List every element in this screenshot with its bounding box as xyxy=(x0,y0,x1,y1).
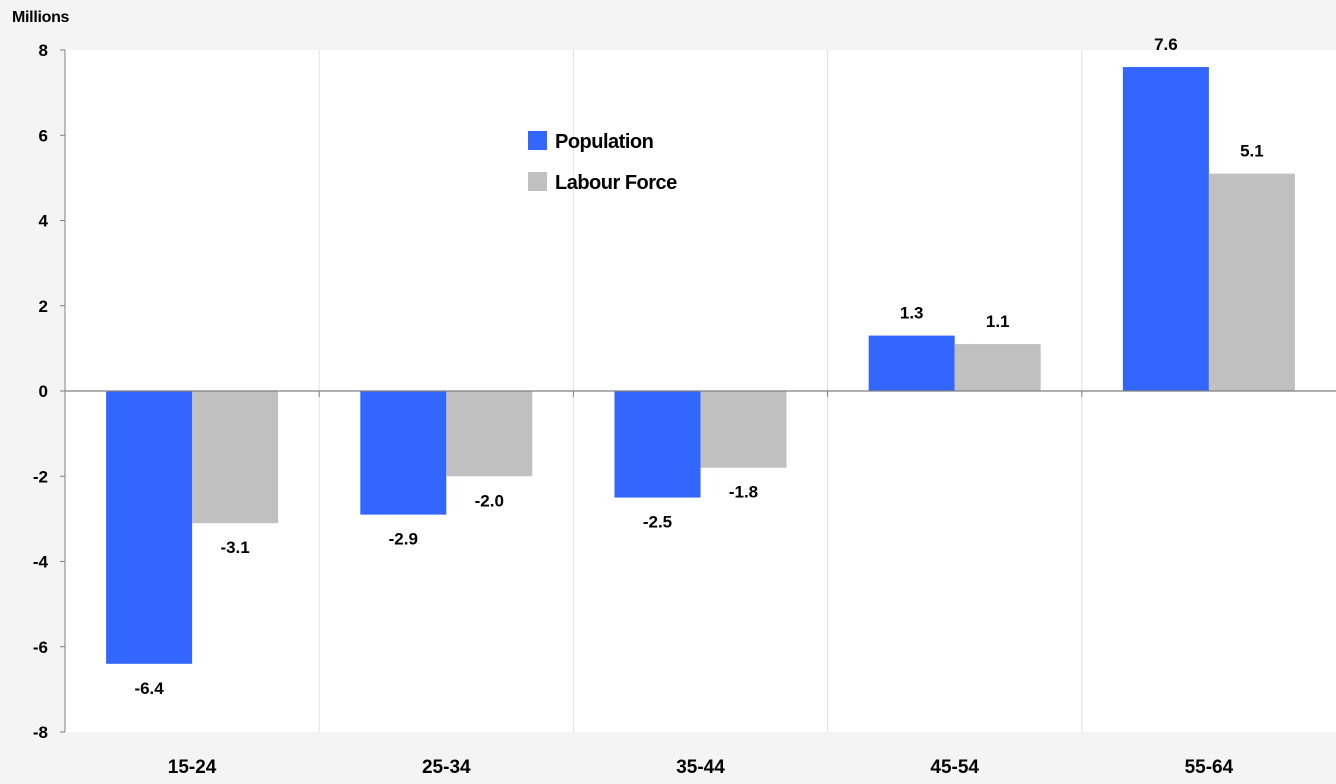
data-label: 1.1 xyxy=(986,312,1010,331)
legend-swatch xyxy=(528,131,547,150)
unit-label: Millions xyxy=(12,9,70,26)
data-label: 5.1 xyxy=(1240,142,1264,161)
y-tick-label: 4 xyxy=(39,212,49,231)
bar xyxy=(614,391,701,498)
bars xyxy=(106,67,1295,664)
data-label: -3.1 xyxy=(220,538,249,557)
data-label: -1.8 xyxy=(729,483,758,502)
y-tick-label: -4 xyxy=(33,553,49,572)
x-category-label: 25-34 xyxy=(422,757,471,778)
bar xyxy=(106,391,193,664)
data-label: 7.6 xyxy=(1154,35,1178,54)
x-category-label: 35-44 xyxy=(676,757,725,778)
bar xyxy=(446,391,533,477)
y-tick-labels: 8 6 4 2 0 -2 -4 -6 -8 xyxy=(33,41,49,742)
x-category-labels: 15-24 25-34 35-44 45-54 55-64 xyxy=(168,757,1234,778)
bar xyxy=(954,344,1041,391)
data-label: -2.5 xyxy=(643,513,672,532)
data-label: 1.3 xyxy=(900,304,924,323)
y-tick-label: 8 xyxy=(39,41,48,60)
y-tick-label: -2 xyxy=(33,467,48,486)
data-label: -2.0 xyxy=(475,491,504,510)
data-labels: -6.4 -3.1 -2.9 -2.0 -2.5 -1.8 1.3 1.1 7.6 5.1 xyxy=(134,35,1263,698)
legend: Population Labour Force xyxy=(528,131,678,194)
bar xyxy=(1122,67,1209,392)
y-tick-label: -8 xyxy=(33,723,48,742)
bar xyxy=(360,391,447,515)
legend-label: Population xyxy=(555,131,653,153)
x-category-label: 55-64 xyxy=(1185,757,1234,778)
bar xyxy=(700,391,787,468)
x-category-label: 45-54 xyxy=(930,757,979,778)
bar xyxy=(868,335,955,391)
y-tick-label: 6 xyxy=(39,126,48,145)
data-label: -6.4 xyxy=(134,679,164,698)
bar xyxy=(1208,173,1295,391)
legend-label: Labour Force xyxy=(555,172,677,194)
x-category-label: 15-24 xyxy=(168,757,217,778)
bar xyxy=(192,391,279,524)
axes xyxy=(60,49,1336,733)
data-label: -2.9 xyxy=(389,530,418,549)
y-tick-label: 0 xyxy=(39,382,48,401)
legend-swatch xyxy=(528,172,547,191)
y-tick-label: 2 xyxy=(39,297,48,316)
y-tick-label: -6 xyxy=(33,638,48,657)
